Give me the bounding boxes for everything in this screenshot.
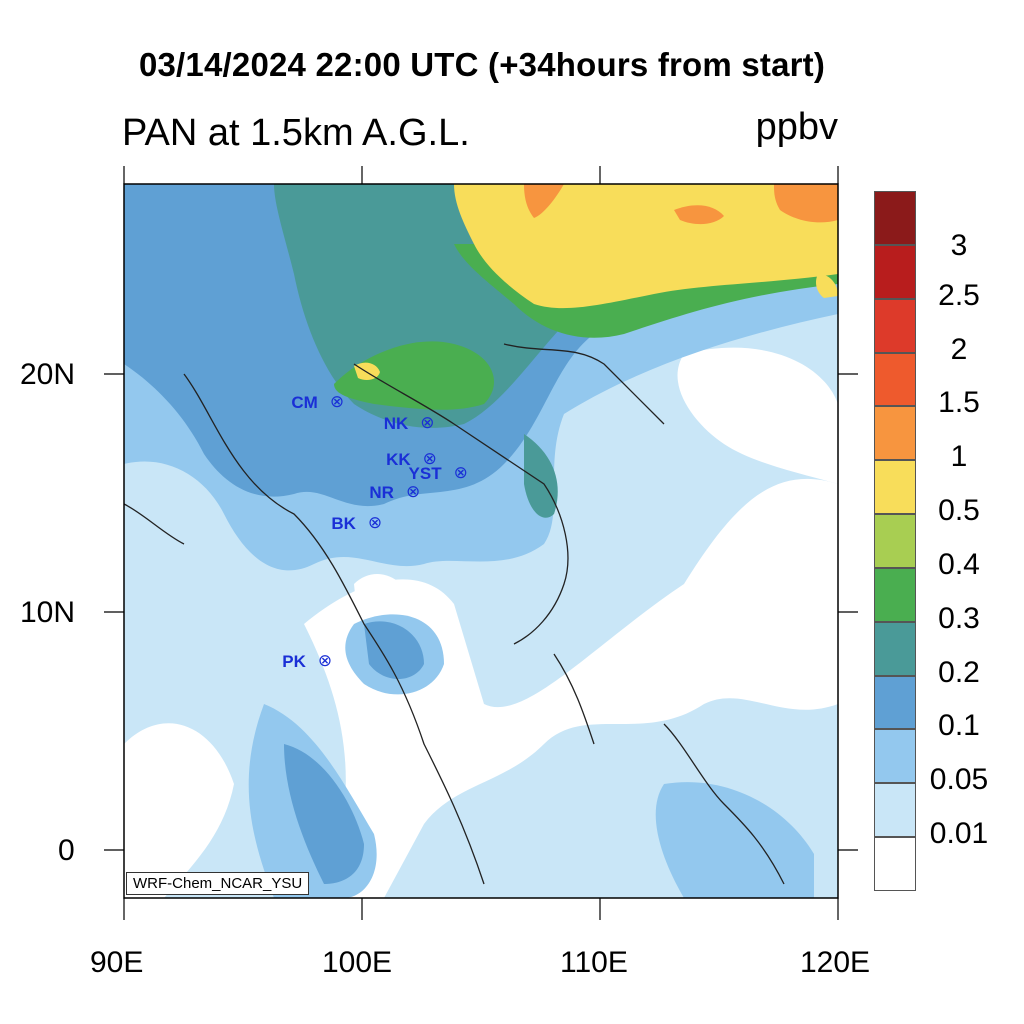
colorbar-label: 0.5 [938, 494, 980, 528]
colorbar-swatch [874, 514, 916, 568]
colorbar-label: 1.5 [938, 386, 980, 420]
colorbar-label: 0.3 [938, 601, 980, 635]
colorbar-swatch [874, 729, 916, 784]
colorbar-swatch [874, 675, 916, 730]
station-marker-icon: ⊗ [420, 413, 435, 433]
colorbar-label: 3 [950, 228, 968, 262]
colorbar-label: 2 [950, 332, 968, 366]
colorbar-swatch [874, 460, 916, 515]
model-credit: WRF-Chem_NCAR_YSU [126, 872, 310, 895]
x-tick-120e: 120E [800, 946, 871, 979]
station-label: KK [386, 450, 411, 470]
station-label: BK [331, 514, 356, 534]
y-tick-10n: 10N [20, 596, 76, 629]
station-label: PK [282, 652, 306, 672]
map-title: 03/14/2024 22:00 UTC (+34hours from star… [138, 46, 826, 83]
colorbar-label: 1 [950, 440, 968, 474]
colorbar-swatch [874, 244, 916, 299]
colorbar-swatch [874, 783, 916, 838]
station-marker-icon: ⊗ [405, 482, 421, 502]
station-label: CM [291, 392, 318, 412]
station-marker-icon: ⊗ [367, 513, 383, 533]
station-label: YST [408, 464, 442, 484]
station-marker-icon: ⊗ [317, 651, 333, 671]
colorbar-label: 2.5 [938, 278, 980, 312]
colorbar-swatch [874, 352, 916, 407]
variable-subtitle: PAN at 1.5km A.G.L. [122, 112, 470, 154]
station-marker-icon: ⊗ [329, 391, 345, 411]
x-tick-90e: 90E [90, 946, 144, 979]
colorbar-label: 0.4 [938, 547, 980, 581]
x-tick-110e: 110E [560, 946, 628, 979]
y-tick-0: 0 [58, 834, 75, 867]
station-label: NK [383, 414, 409, 434]
colorbar-swatch [874, 567, 916, 622]
y-tick-20n: 20N [20, 358, 76, 391]
pan-concentration-field [124, 184, 838, 898]
x-tick-100e: 100E [322, 946, 393, 979]
station-marker-icon: ⊗ [453, 463, 468, 483]
units-label: ppbv [755, 106, 838, 148]
colorbar-swatch [874, 298, 916, 353]
map-plot-area [124, 184, 838, 898]
colorbar-swatch [874, 406, 916, 461]
station-label: NR [369, 483, 394, 503]
colorbar-label: 0.05 [929, 763, 989, 797]
colorbar-swatch [874, 621, 916, 676]
colorbar-swatch [874, 837, 916, 891]
colorbar-swatch [874, 191, 916, 245]
colorbar-label: 0.1 [938, 709, 980, 743]
colorbar-label: 0.2 [938, 655, 980, 689]
colorbar-label: 0.01 [929, 817, 989, 851]
